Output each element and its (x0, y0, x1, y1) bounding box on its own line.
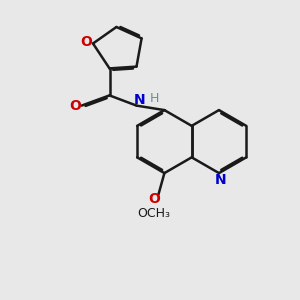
Text: N: N (214, 173, 226, 187)
Text: N: N (134, 93, 145, 107)
Text: O: O (148, 192, 160, 206)
Text: H: H (150, 92, 159, 105)
Text: OCH₃: OCH₃ (137, 207, 170, 220)
Text: O: O (80, 35, 92, 49)
Text: O: O (69, 99, 81, 113)
